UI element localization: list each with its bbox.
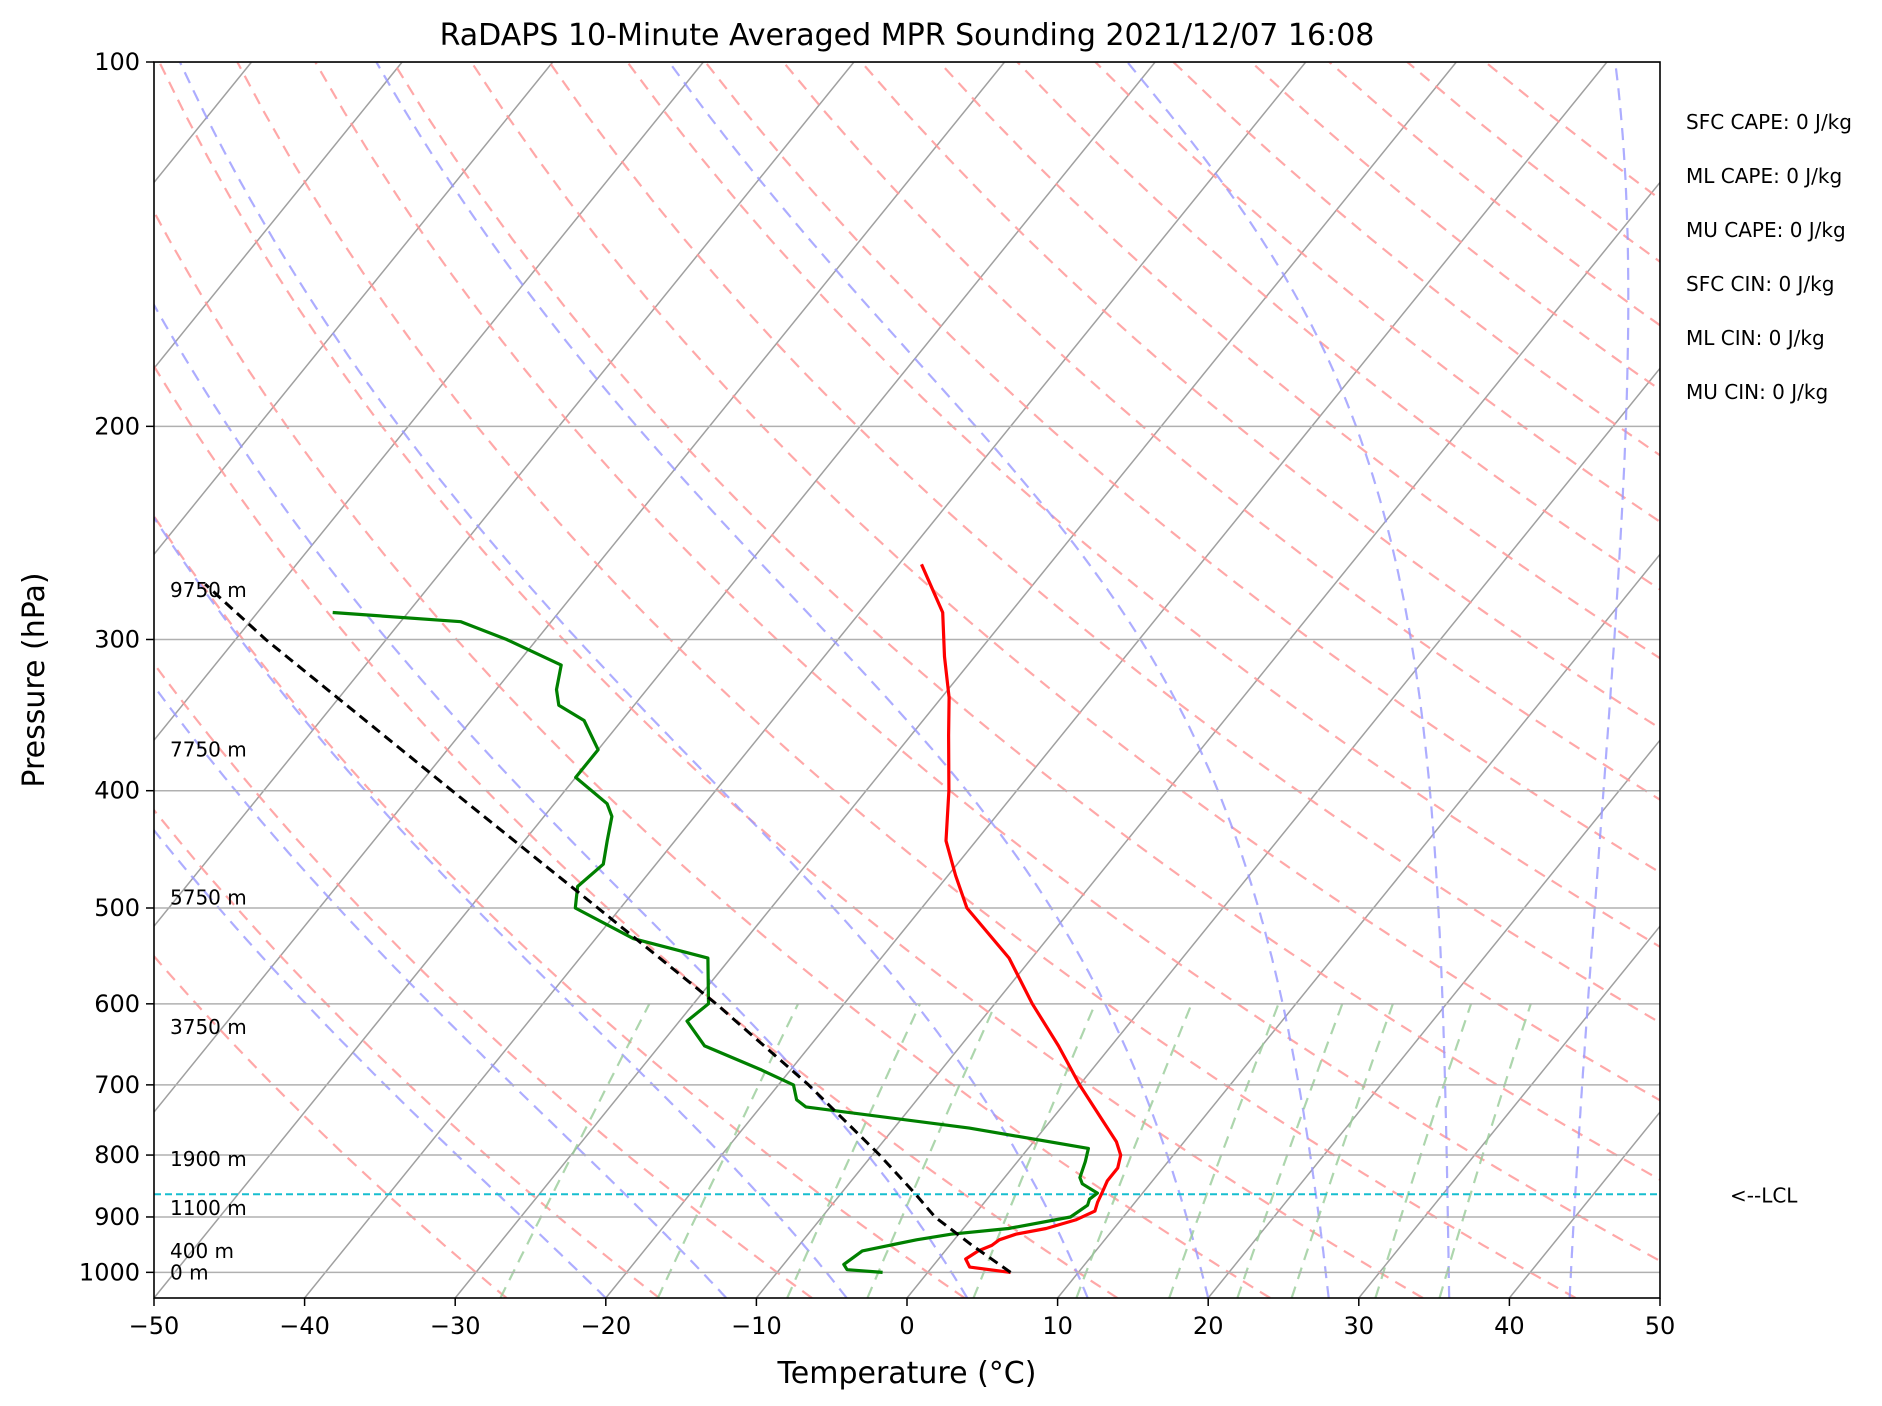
- stat-label: SFC CIN: 0 J/kg: [1686, 272, 1834, 296]
- x-tick-label: 40: [1494, 1312, 1525, 1340]
- isotherm-line: [1358, 924, 1660, 1298]
- moist-adiabat-line: [1126, 62, 1451, 1298]
- moist-adiabat-line: [154, 828, 607, 1298]
- lcl-label: <--LCL: [1730, 1183, 1798, 1207]
- temperature-profile-line: [920, 563, 1123, 1274]
- height-label: 0 m: [170, 1260, 209, 1284]
- height-label: 400 m: [170, 1239, 234, 1263]
- stat-label: MU CIN: 0 J/kg: [1686, 380, 1828, 404]
- isotherm-line: [605, 62, 1608, 1298]
- x-tick-label: 10: [1042, 1312, 1073, 1340]
- y-tick-label: 400: [94, 777, 140, 805]
- isotherm-line: [1057, 553, 1660, 1298]
- dry-adiabat-line: [236, 62, 1577, 1298]
- dry-adiabat-line: [154, 209, 1271, 1298]
- mixing-ratio-line: [786, 1003, 921, 1298]
- thermodynamic-stats: SFC CAPE: 0 J/kg ML CAPE: 0 J/kg MU CAPE: …: [1686, 110, 1852, 404]
- stat-label: MU CAPE: 0 J/kg: [1686, 218, 1846, 242]
- moist-adiabat-line: [1568, 62, 1630, 1298]
- moist-adiabat-line: [178, 62, 1089, 1298]
- moist-adiabat-line: [375, 62, 1210, 1298]
- y-axis-title: Pressure (hPa): [17, 572, 52, 787]
- y-tick-label: 1000: [79, 1258, 140, 1286]
- isotherm-line: [154, 62, 704, 742]
- x-tick-label: −40: [279, 1312, 330, 1340]
- height-label: 5750 m: [170, 885, 247, 909]
- x-tick-label: 50: [1645, 1312, 1676, 1340]
- mixing-ratio-line: [499, 1003, 651, 1298]
- y-tick-label: 300: [94, 625, 140, 653]
- y-axis-ticks: 100 200 300 400 500 600 700 800 900 1000: [79, 48, 154, 1286]
- moist-adiabat-line: [668, 62, 1330, 1298]
- isotherm-line: [154, 62, 1006, 1114]
- mixing-ratio-line: [656, 1003, 800, 1298]
- y-tick-label: 600: [94, 990, 140, 1018]
- dry-adiabat-line: [1016, 62, 1660, 591]
- y-tick-label: 500: [94, 894, 140, 922]
- height-label: 1900 m: [170, 1147, 247, 1171]
- dry-adiabat-line: [154, 954, 508, 1298]
- x-tick-label: 0: [899, 1312, 914, 1340]
- height-label: 9750 m: [170, 578, 247, 602]
- dry-adiabat-line: [154, 514, 966, 1298]
- y-tick-label: 900: [94, 1203, 140, 1231]
- isotherm-line: [304, 62, 1307, 1298]
- lcl-group: <--LCL: [154, 1183, 1798, 1207]
- height-label: 3750 m: [170, 1015, 247, 1039]
- dry-adiabat-line: [626, 62, 1660, 949]
- height-label: 7750 m: [170, 738, 247, 762]
- dry-adiabat-line: [782, 62, 1660, 802]
- stat-label: SFC CAPE: 0 J/kg: [1686, 110, 1852, 134]
- dry-adiabat-line: [158, 62, 1424, 1298]
- x-tick-label: 20: [1193, 1312, 1224, 1340]
- isotherm-line: [154, 62, 855, 928]
- height-label: 1100 m: [170, 1196, 247, 1220]
- x-axis-title: Temperature (°C): [777, 1356, 1037, 1391]
- y-tick-label: 200: [94, 412, 140, 440]
- y-tick-label: 700: [94, 1071, 140, 1099]
- mixing-ratio-line: [1438, 1003, 1532, 1298]
- dewpoint-profile-line: [332, 610, 1100, 1274]
- mixing-ratio-line: [1290, 1003, 1394, 1298]
- x-tick-label: −30: [430, 1312, 481, 1340]
- chart-title: RaDAPS 10-Minute Averaged MPR Sounding 2…: [440, 18, 1375, 53]
- mixing-ratio-line: [1374, 1003, 1473, 1298]
- mixing-ratio-line: [1236, 1003, 1344, 1298]
- profile-series: [204, 563, 1123, 1274]
- x-tick-label: −50: [129, 1312, 180, 1340]
- y-tick-label: 800: [94, 1141, 140, 1169]
- isotherm-line: [454, 62, 1457, 1298]
- dry-adiabat-line: [154, 661, 813, 1298]
- dry-adiabat-line: [704, 62, 1660, 874]
- pressure-gridlines: [154, 62, 1660, 1274]
- isotherm-line: [154, 62, 1156, 1298]
- moist-adiabat-line: [154, 684, 728, 1298]
- stat-label: ML CAPE: 0 J/kg: [1686, 164, 1842, 188]
- x-tick-label: −20: [580, 1312, 631, 1340]
- background-lines: [154, 62, 1660, 1298]
- mixing-ratio-line: [1075, 1003, 1193, 1298]
- x-tick-label: −10: [731, 1312, 782, 1340]
- mixing-ratio-line: [866, 1003, 997, 1298]
- x-tick-label: 30: [1344, 1312, 1375, 1340]
- parcel-profile-line: [204, 582, 1012, 1274]
- isotherm-line: [906, 367, 1660, 1298]
- isotherm-line: [1207, 739, 1660, 1298]
- y-tick-label: 100: [94, 48, 140, 76]
- moist-adiabat-line: [154, 302, 969, 1298]
- mixing-ratio-line: [1168, 1003, 1280, 1298]
- isotherm-line: [154, 62, 554, 556]
- x-axis-ticks: −50 −40 −30 −20 −10 0 10 20 30 40 50: [129, 1298, 1676, 1340]
- stat-label: ML CIN: 0 J/kg: [1686, 326, 1825, 350]
- isotherm-line: [154, 62, 403, 370]
